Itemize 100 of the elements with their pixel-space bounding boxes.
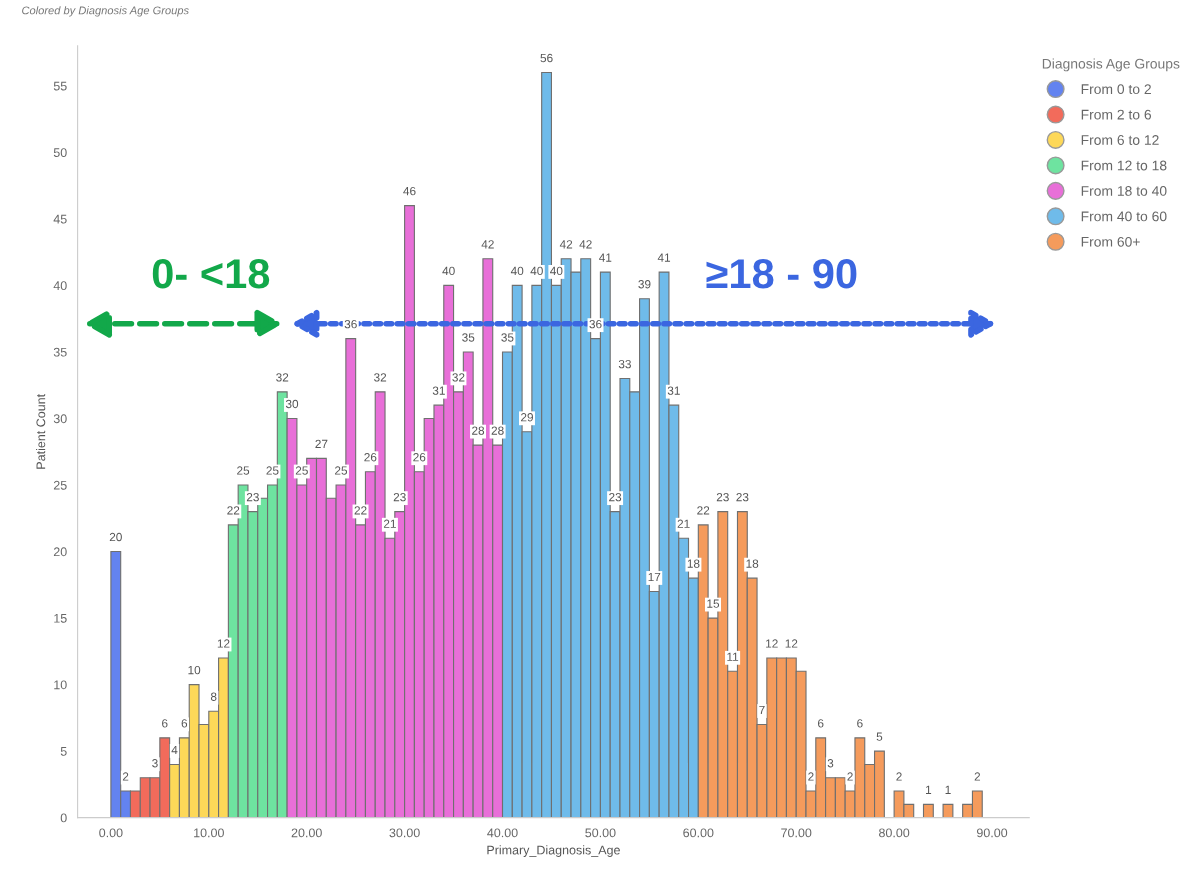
y-axis-title: Patient Count — [36, 394, 46, 469]
data-label: 12 — [217, 639, 230, 648]
data-label: 6 — [181, 719, 188, 728]
data-label: 6 — [818, 719, 824, 728]
data-label: 56 — [540, 53, 553, 63]
x-tick-label: 60.00 — [683, 828, 714, 838]
chart-subtitle: Colored by Diagnosis Age Groups — [22, 6, 189, 17]
data-label: 10 — [188, 665, 201, 675]
x-tick-label: 10.00 — [194, 828, 224, 838]
data-label: 31 — [667, 386, 680, 395]
y-tick-label: 45 — [53, 214, 67, 224]
data-label: 25 — [237, 466, 250, 475]
x-tick-label: 30.00 — [389, 828, 420, 838]
data-label: 40 — [510, 266, 524, 276]
data-label: 3 — [827, 759, 834, 768]
legend-title: Diagnosis Age Groups — [1042, 58, 1180, 72]
data-label: 32 — [374, 373, 387, 382]
data-label: 20 — [109, 532, 122, 542]
data-label: 46 — [403, 186, 416, 196]
data-label: 25 — [295, 466, 308, 475]
x-tick-label: 70.00 — [781, 828, 812, 838]
data-label: 25 — [335, 466, 348, 475]
y-tick-label: 50 — [53, 148, 67, 158]
data-label: 18 — [687, 559, 700, 568]
legend-label: From 18 to 40 — [1081, 186, 1167, 196]
data-label: 23 — [393, 492, 406, 502]
data-label: 31 — [432, 386, 445, 395]
legend-label: From 6 to 12 — [1081, 135, 1159, 145]
data-label: 12 — [766, 639, 778, 648]
data-label: 1 — [945, 785, 951, 794]
data-label: 40 — [550, 266, 563, 276]
data-label: 23 — [736, 492, 749, 502]
annotation: ≥18 - 90 — [706, 258, 857, 289]
data-label: 5 — [876, 732, 883, 741]
data-label: 23 — [716, 492, 729, 502]
data-label: 2 — [122, 772, 129, 781]
y-tick-label: 20 — [53, 547, 67, 557]
data-label: 2 — [896, 772, 902, 781]
data-label: 2 — [847, 772, 853, 781]
y-tick-label: 55 — [53, 81, 67, 91]
data-label: 30 — [285, 399, 299, 409]
data-label: 27 — [315, 439, 328, 448]
data-label: 36 — [589, 319, 602, 329]
x-tick-label: 80.00 — [879, 828, 910, 838]
legend-label: From 12 to 18 — [1081, 160, 1167, 171]
data-label: 17 — [648, 572, 661, 582]
y-tick-label: 5 — [60, 747, 67, 756]
x-tick-label: 40.00 — [487, 828, 518, 838]
data-label: 28 — [491, 426, 504, 435]
data-label: 26 — [413, 453, 426, 462]
annotation: 0- <18 — [152, 258, 270, 289]
data-label: 42 — [579, 240, 592, 249]
data-label: 42 — [481, 240, 494, 249]
data-label: 12 — [785, 639, 798, 648]
data-label: 22 — [354, 506, 367, 515]
data-label: 8 — [210, 692, 217, 701]
data-label: 29 — [521, 413, 533, 422]
data-label: 39 — [638, 280, 651, 289]
legend-label: From 0 to 2 — [1081, 84, 1151, 95]
x-tick-label: 0.00 — [99, 828, 123, 838]
legend-label: From 2 to 6 — [1081, 109, 1152, 120]
data-label: 36 — [344, 319, 357, 329]
y-tick-label: 10 — [54, 680, 67, 690]
data-label: 26 — [364, 453, 377, 462]
data-label: 2 — [808, 772, 814, 781]
data-label: 41 — [657, 253, 671, 262]
x-tick-label: 90.00 — [976, 828, 1008, 838]
data-label: 4 — [171, 745, 178, 754]
data-label: 3 — [152, 759, 158, 768]
x-axis-title: Primary_Diagnosis_Age — [487, 845, 620, 857]
data-label: 32 — [452, 373, 465, 382]
y-tick-label: 15 — [54, 614, 67, 623]
data-label: 41 — [599, 253, 612, 262]
data-label: 21 — [677, 519, 690, 528]
y-tick-label: 0 — [60, 813, 67, 823]
data-label: 28 — [472, 426, 485, 435]
data-label: 40 — [442, 266, 455, 276]
y-tick-label: 40 — [53, 281, 67, 291]
data-label: 23 — [609, 492, 622, 502]
y-tick-label: 35 — [53, 347, 67, 357]
data-label: 22 — [697, 506, 710, 515]
data-label: 6 — [857, 719, 863, 728]
data-label: 7 — [759, 705, 765, 715]
data-label: 15 — [707, 599, 720, 608]
y-tick-label: 25 — [53, 480, 67, 490]
x-tick-label: 50.00 — [585, 828, 616, 838]
data-label: 35 — [501, 333, 514, 342]
data-label: 2 — [974, 772, 981, 781]
data-label: 33 — [618, 359, 631, 369]
data-label: 21 — [383, 519, 396, 528]
data-label: 18 — [746, 559, 759, 568]
data-label: 32 — [276, 373, 289, 382]
data-label: 40 — [530, 266, 543, 276]
data-label: 23 — [246, 492, 259, 502]
data-label: 25 — [266, 466, 279, 475]
data-label: 42 — [559, 240, 573, 249]
legend-label: From 40 to 60 — [1081, 211, 1167, 222]
data-label: 1 — [926, 785, 932, 794]
x-tick-label: 20.00 — [291, 828, 322, 838]
data-label: 11 — [727, 652, 739, 661]
